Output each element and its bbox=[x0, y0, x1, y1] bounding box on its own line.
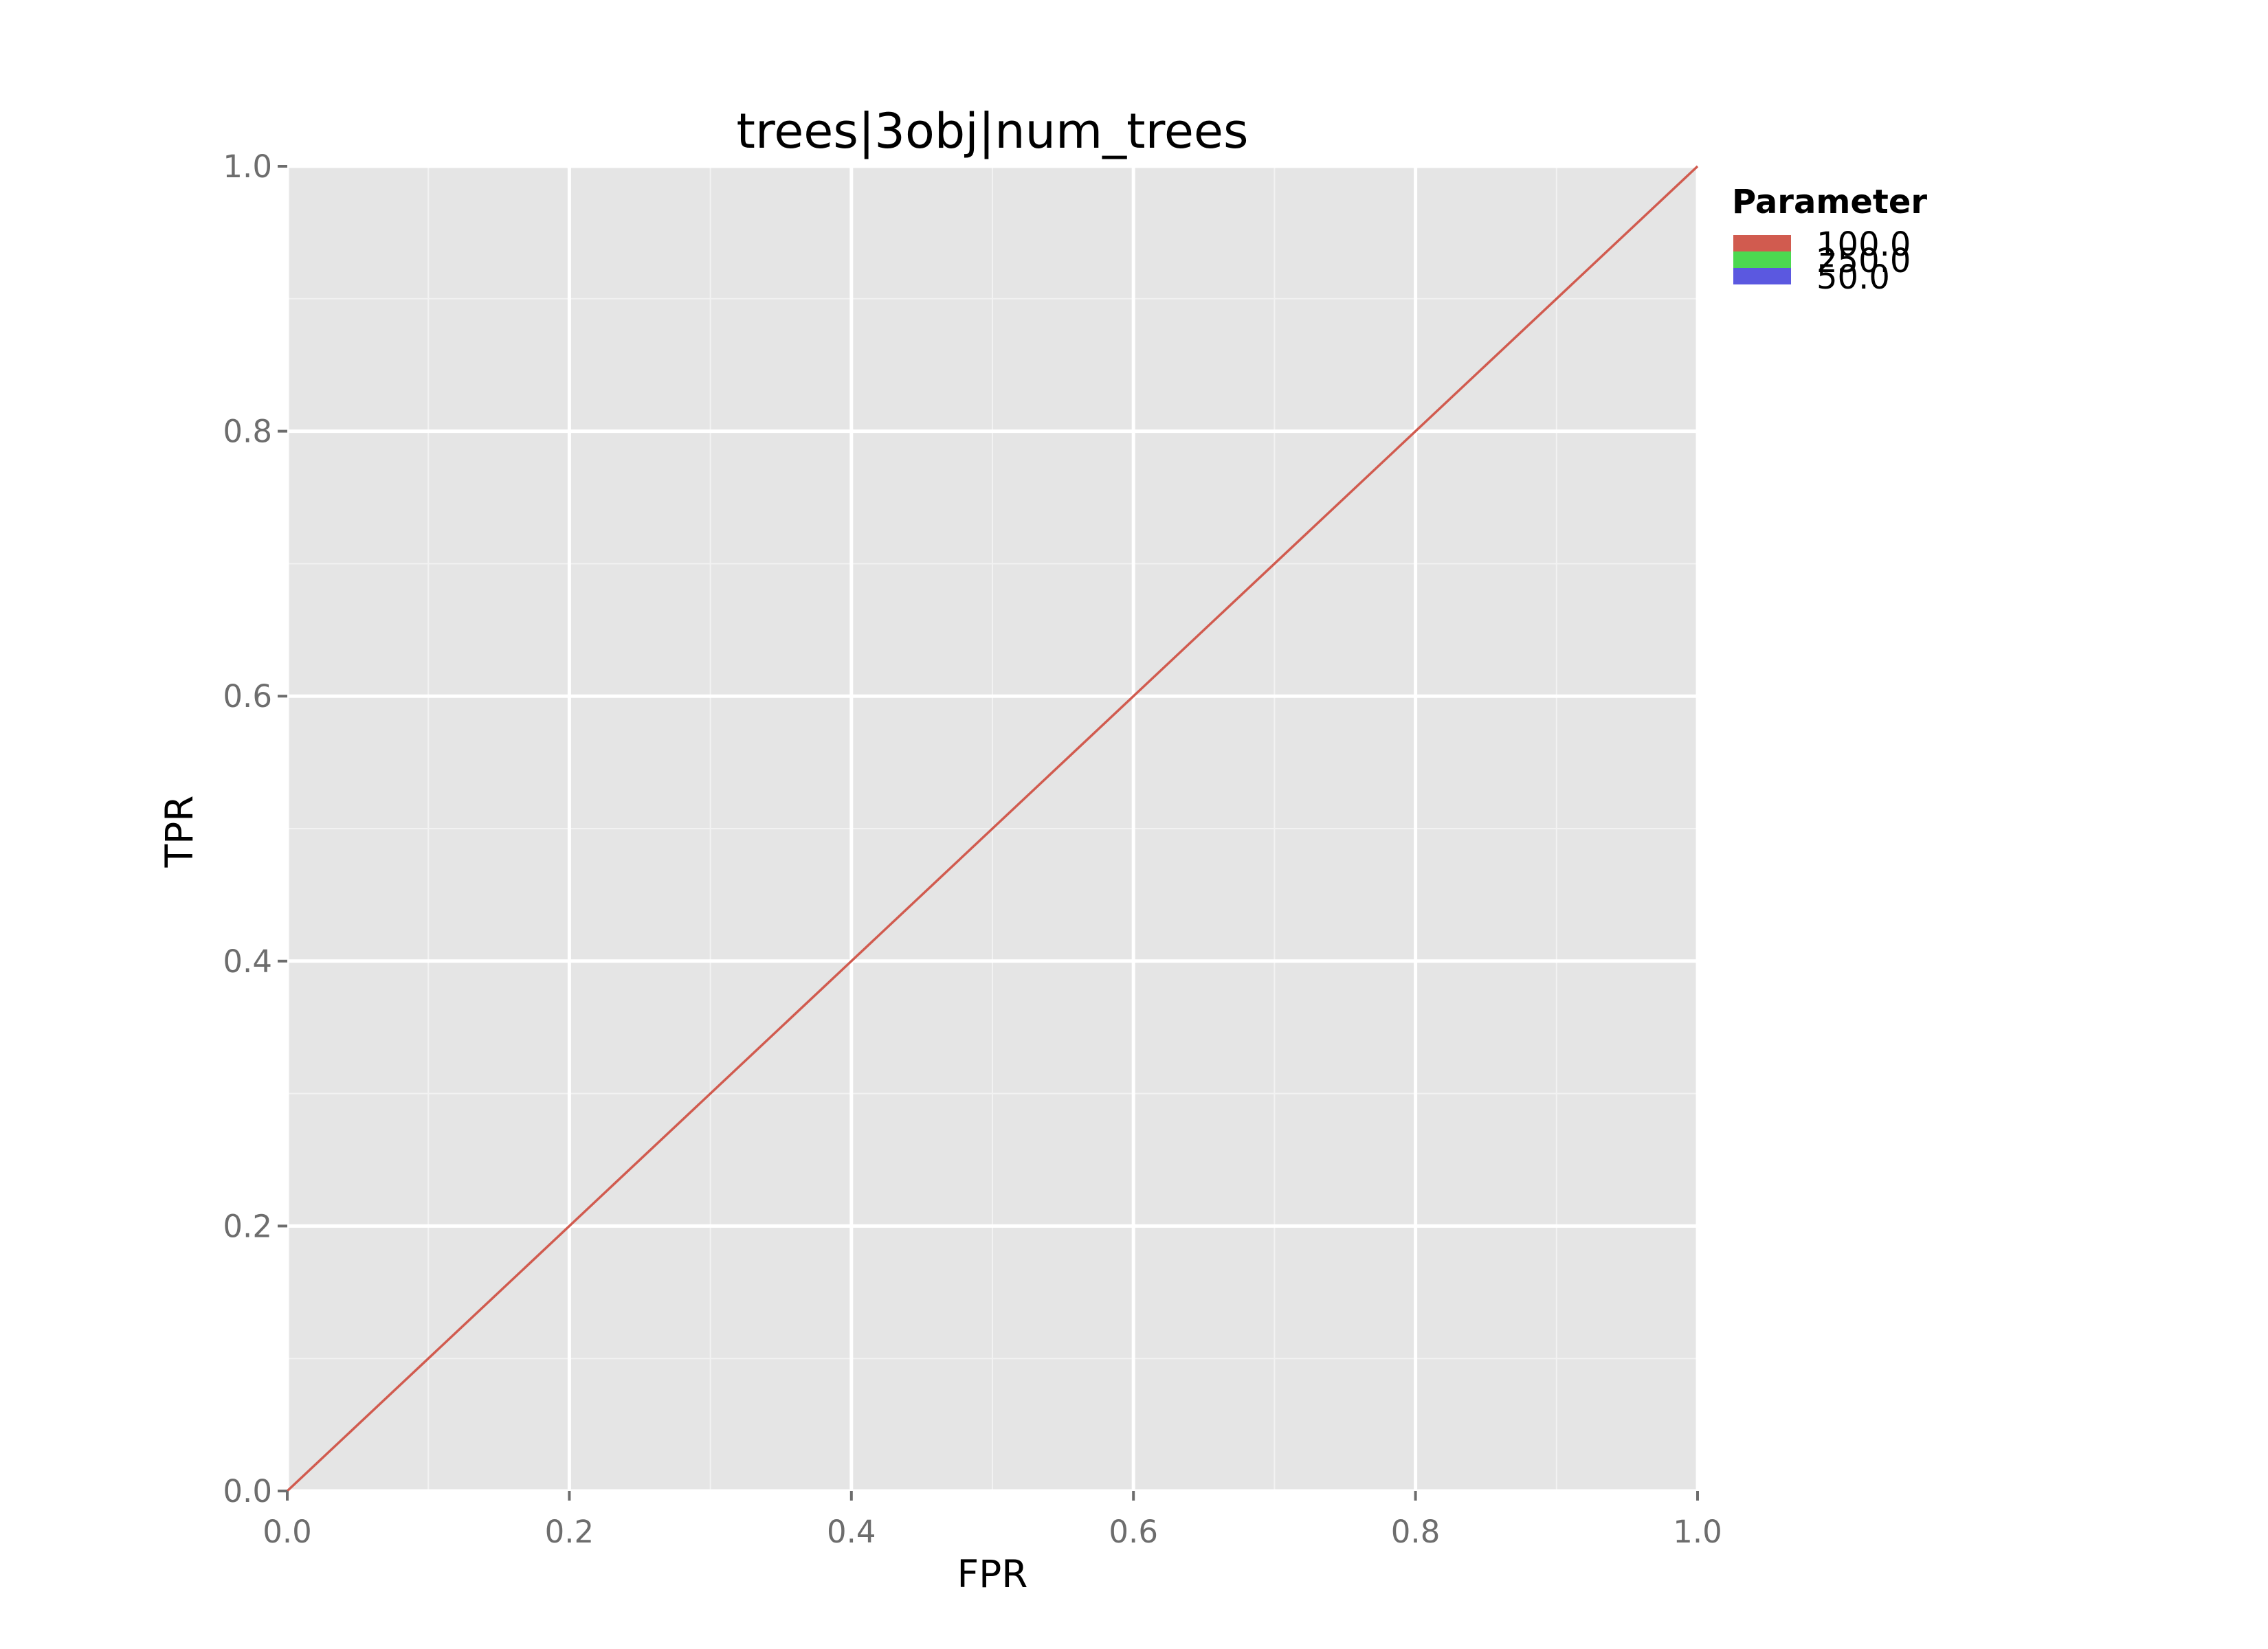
legend-swatch bbox=[1733, 235, 1791, 251]
x-tick-label: 1.0 bbox=[1673, 1514, 1722, 1550]
y-axis: 0.0 0.2 0.4 0.6 0.8 1.0 bbox=[223, 148, 287, 1510]
series-line bbox=[286, 165, 1699, 1492]
y-tick-label: 1.0 bbox=[223, 148, 272, 185]
x-tick-label: 0.0 bbox=[263, 1514, 312, 1550]
grid-major bbox=[285, 164, 1700, 1493]
legend-title: Parameter bbox=[1732, 183, 1927, 221]
legend-label: 100.0 bbox=[1816, 225, 1911, 264]
series-layer bbox=[286, 165, 1699, 1492]
x-tick-label: 0.8 bbox=[1391, 1514, 1441, 1550]
x-tick-label: 0.2 bbox=[545, 1514, 594, 1550]
x-tick-label: 0.6 bbox=[1109, 1514, 1158, 1550]
y-tick-label: 0.6 bbox=[223, 678, 272, 715]
legend-label: 250.0 bbox=[1816, 242, 1911, 280]
legend-label: 50.0 bbox=[1816, 258, 1890, 297]
y-tick-label: 0.0 bbox=[223, 1473, 272, 1510]
legend-swatch bbox=[1733, 268, 1791, 284]
x-axis-label: FPR bbox=[957, 1552, 1027, 1596]
y-tick-label: 0.8 bbox=[223, 414, 272, 450]
x-axis: 0.0 0.2 0.4 0.6 0.8 1.0 bbox=[263, 1491, 1722, 1550]
y-tick-label: 0.2 bbox=[223, 1208, 272, 1244]
y-tick-label: 0.4 bbox=[223, 943, 272, 980]
legend-swatch bbox=[1733, 251, 1791, 268]
chart-title: trees|3obj|num_trees bbox=[737, 103, 1249, 159]
x-tick-label: 0.4 bbox=[827, 1514, 876, 1550]
y-axis-label: TPR bbox=[157, 796, 201, 868]
